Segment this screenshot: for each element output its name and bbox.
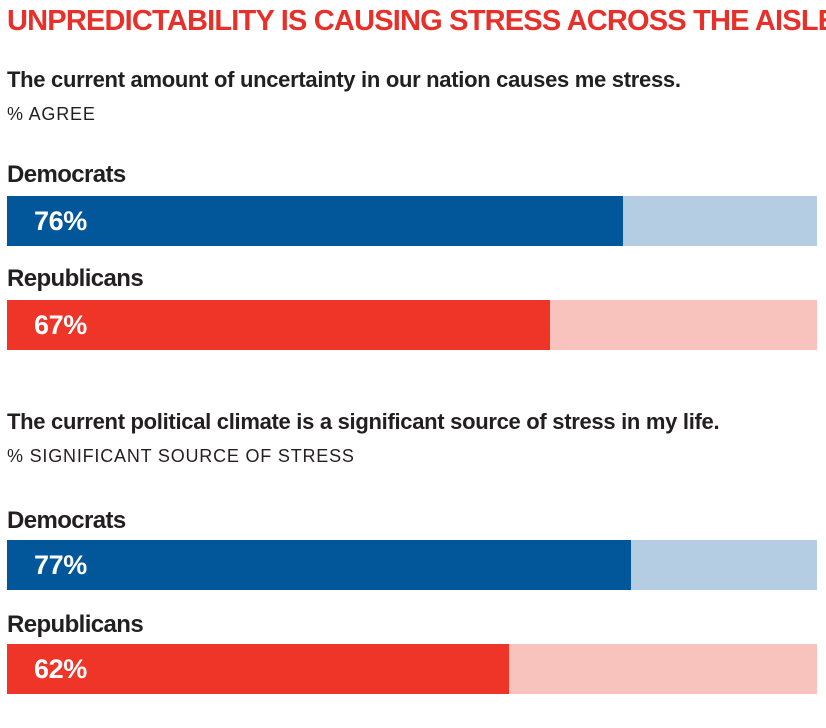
- data-label-republicans: 67%: [34, 310, 87, 340]
- bar-republicans: [7, 644, 510, 694]
- panel-question: The current amount of uncertainty in our…: [7, 67, 681, 92]
- data-label-democrats: 76%: [34, 206, 87, 236]
- bar-republicans: [7, 300, 550, 350]
- data-label-republicans: 62%: [34, 654, 87, 684]
- bar-democrats: [7, 196, 623, 246]
- bar-track-democrats: 77%: [7, 540, 817, 590]
- data-label-democrats: 77%: [34, 550, 87, 580]
- chart-title: UNPREDICTABILITY IS CAUSING STRESS ACROS…: [7, 5, 826, 37]
- panel-measure-label: % AGREE: [7, 104, 96, 124]
- panel-measure-label: % SIGNIFICANT SOURCE OF STRESS: [7, 446, 355, 466]
- bar-democrats: [7, 540, 631, 590]
- category-label-republicans: Republicans: [7, 611, 144, 638]
- chart-panel-uncertainty: The current amount of uncertainty in our…: [7, 66, 817, 366]
- category-label-democrats: Democrats: [7, 161, 126, 188]
- bar-track-republicans: 62%: [7, 644, 817, 694]
- panel-question: The current political climate is a signi…: [7, 409, 720, 434]
- bar-track-republicans: 67%: [7, 300, 817, 350]
- bar-track-democrats: 76%: [7, 196, 817, 246]
- chart-panel-political-climate: The current political climate is a signi…: [7, 408, 817, 708]
- category-label-democrats: Democrats: [7, 507, 126, 534]
- category-label-republicans: Republicans: [7, 265, 144, 292]
